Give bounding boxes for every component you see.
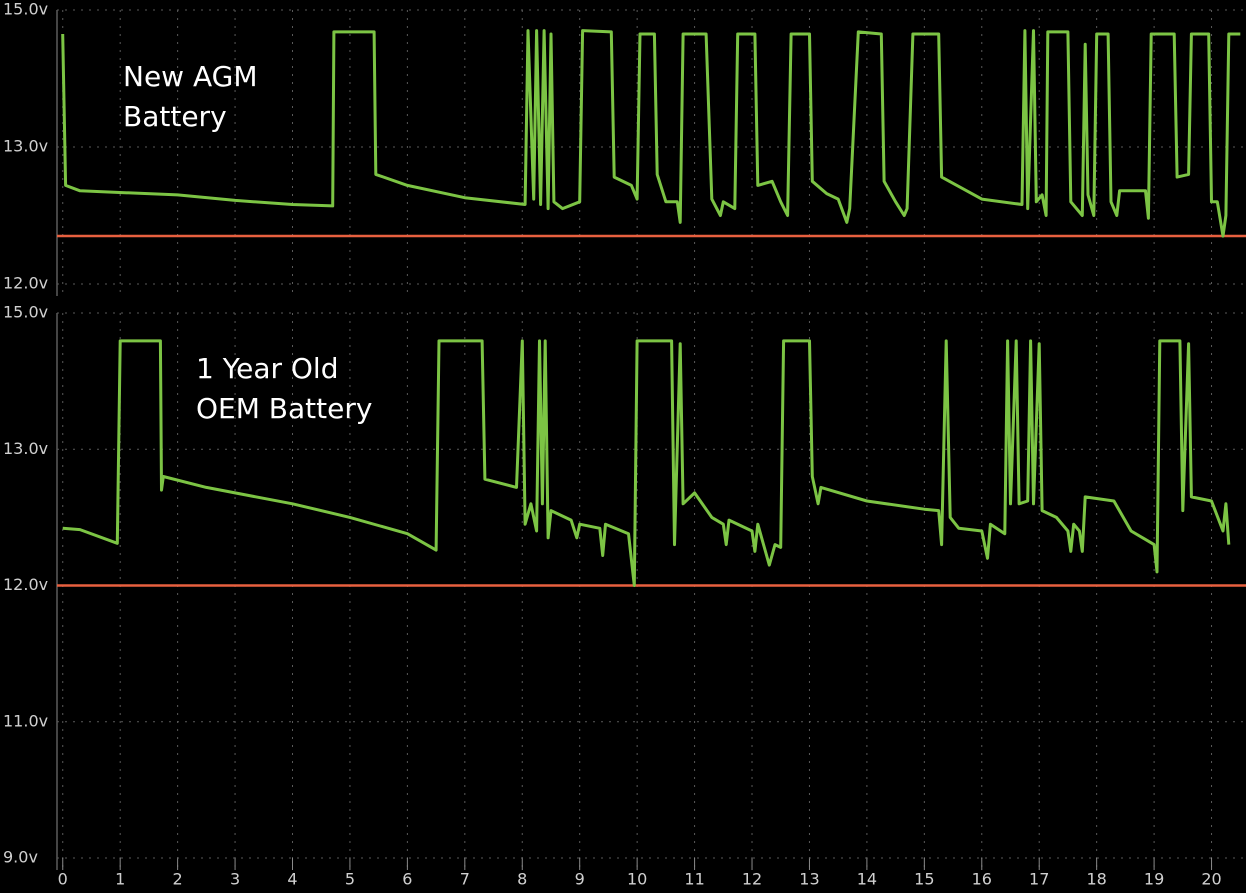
- x-tick-label: 20: [1201, 870, 1221, 889]
- x-tick-label: 6: [402, 870, 412, 889]
- x-tick-label: 7: [460, 870, 470, 889]
- y-tick-label: 12.0v: [3, 575, 48, 594]
- x-tick-label: 3: [230, 870, 240, 889]
- y-tick-label: 15.0v: [3, 0, 48, 19]
- annotation: New AGM: [123, 60, 258, 93]
- x-tick-label: 18: [1086, 870, 1106, 889]
- x-tick-label: 5: [345, 870, 355, 889]
- voltage-line: [62, 339, 1231, 587]
- x-tick-label: 8: [517, 870, 527, 889]
- x-tick-label: 19: [1144, 870, 1164, 889]
- x-tick-label: 4: [287, 870, 297, 889]
- y-tick-label: 13.0v: [3, 137, 48, 156]
- x-tick-label: 2: [173, 870, 183, 889]
- x-tick-label: 13: [799, 870, 819, 889]
- x-tick-label: 1: [115, 870, 125, 889]
- voltage-line: [61, 29, 1241, 238]
- x-tick-label: 15: [914, 870, 934, 889]
- y-tick-label: 15.0v: [3, 303, 48, 322]
- y-tick-label: 9.0v: [3, 848, 38, 867]
- x-tick-label: 11: [684, 870, 704, 889]
- annotation: Battery: [123, 100, 227, 133]
- y-tick-label: 11.0v: [3, 711, 48, 730]
- x-tick-label: 17: [1029, 870, 1049, 889]
- y-tick-label: 12.0v: [3, 274, 48, 293]
- x-tick-label: 14: [857, 870, 877, 889]
- x-tick-label: 12: [742, 870, 762, 889]
- x-tick-label: 0: [58, 870, 68, 889]
- x-tick-label: 10: [627, 870, 647, 889]
- x-tick-label: 9: [575, 870, 585, 889]
- annotation: OEM Battery: [196, 392, 372, 425]
- x-tick-label: 16: [972, 870, 992, 889]
- annotation: 1 Year Old: [196, 352, 339, 385]
- y-tick-label: 13.0v: [3, 439, 48, 458]
